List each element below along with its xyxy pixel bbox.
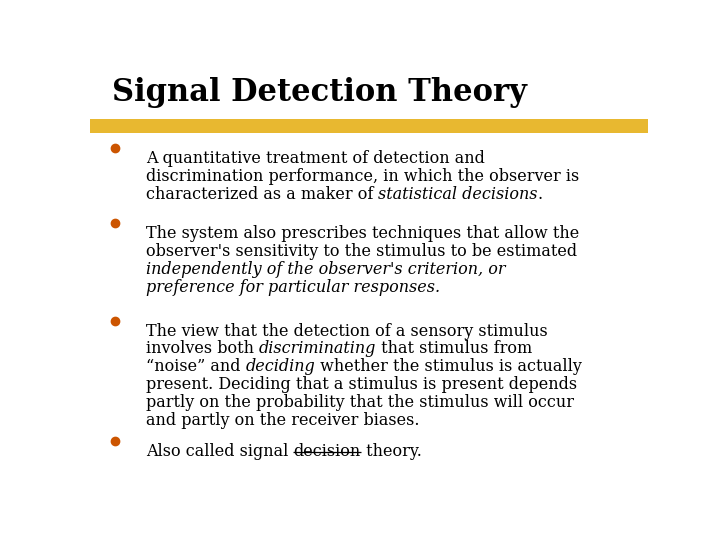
Text: “noise” and: “noise” and [145, 359, 246, 375]
Text: and partly on the receiver biases.: and partly on the receiver biases. [145, 412, 419, 429]
Text: deciding: deciding [246, 359, 315, 375]
Text: statistical decisions: statistical decisions [378, 186, 538, 203]
Text: whether the stimulus is actually: whether the stimulus is actually [315, 359, 582, 375]
Text: Also called signal: Also called signal [145, 443, 293, 460]
Text: observer's sensitivity to the stimulus to be estimated: observer's sensitivity to the stimulus t… [145, 243, 577, 260]
Text: independently of the observer's criterion, or: independently of the observer's criterio… [145, 261, 505, 278]
FancyBboxPatch shape [90, 119, 648, 133]
Text: The view that the detection of a sensory stimulus: The view that the detection of a sensory… [145, 322, 547, 340]
Text: A quantitative treatment of detection and: A quantitative treatment of detection an… [145, 150, 485, 167]
Text: discrimination performance, in which the observer is: discrimination performance, in which the… [145, 168, 579, 185]
Text: discriminating: discriminating [259, 341, 377, 357]
Text: partly on the probability that the stimulus will occur: partly on the probability that the stimu… [145, 394, 574, 411]
Text: .: . [538, 186, 543, 203]
Text: involves both: involves both [145, 341, 259, 357]
Text: theory.: theory. [361, 443, 421, 460]
Text: Signal Detection Theory: Signal Detection Theory [112, 77, 527, 109]
Text: characterized as a maker of: characterized as a maker of [145, 186, 378, 203]
Text: preference for particular responses.: preference for particular responses. [145, 279, 440, 295]
Text: present. Deciding that a stimulus is present depends: present. Deciding that a stimulus is pre… [145, 376, 577, 393]
Text: decision: decision [293, 443, 361, 460]
Text: that stimulus from: that stimulus from [377, 341, 533, 357]
Text: The system also prescribes techniques that allow the: The system also prescribes techniques th… [145, 225, 579, 242]
